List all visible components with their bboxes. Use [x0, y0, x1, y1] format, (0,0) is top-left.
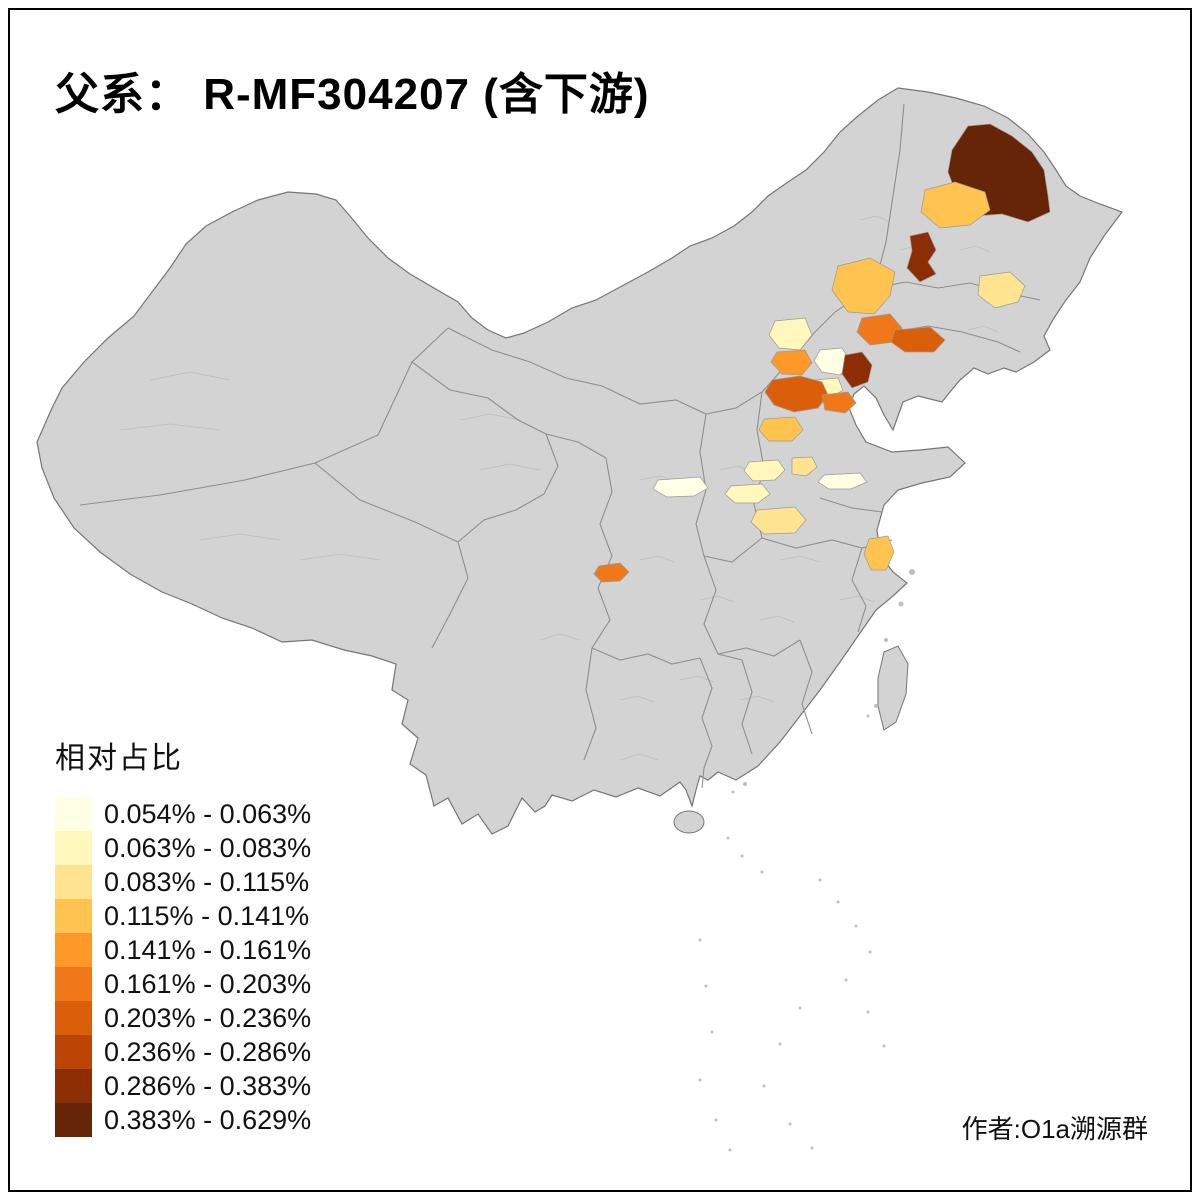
legend-bin-label: 0.063% - 0.083% [104, 832, 312, 863]
islet [810, 1146, 814, 1150]
legend-color-swatch [55, 1001, 92, 1035]
legend-color-swatch [55, 1069, 92, 1103]
islet [778, 1042, 782, 1046]
islet [884, 638, 888, 642]
map-region [863, 535, 895, 571]
map-region [841, 351, 873, 389]
legend-row: 0.236% - 0.286% [55, 1035, 311, 1069]
legend-bin-label: 0.141% - 0.161% [104, 934, 312, 965]
legend-color-swatch [55, 933, 92, 967]
map-region [768, 317, 813, 351]
islet [760, 870, 764, 874]
islet [882, 1044, 886, 1048]
islet [698, 938, 702, 942]
islet [743, 782, 747, 786]
legend-row: 0.286% - 0.383% [55, 1069, 311, 1103]
legend-bin-label: 0.083% - 0.115% [104, 866, 310, 897]
map-region [920, 181, 991, 229]
islet [854, 924, 858, 928]
legend-color-swatch [55, 1103, 92, 1137]
islet [698, 1078, 702, 1082]
map-region [750, 506, 807, 535]
legend-bin-label: 0.115% - 0.141% [104, 900, 310, 931]
legend-color-swatch [55, 831, 92, 865]
legend-bin-label: 0.236% - 0.286% [104, 1036, 312, 1067]
islet [874, 704, 878, 708]
legend-row: 0.383% - 0.629% [55, 1103, 311, 1137]
legend-row: 0.141% - 0.161% [55, 933, 311, 967]
map-region [743, 459, 786, 482]
map-region [831, 257, 896, 315]
highlighted-regions [593, 123, 1051, 583]
islet [866, 1010, 870, 1014]
legend-row: 0.083% - 0.115% [55, 865, 311, 899]
islet [898, 601, 904, 607]
islet [818, 878, 822, 882]
legend-bin-label: 0.161% - 0.203% [104, 968, 312, 999]
legend-row: 0.054% - 0.063% [55, 797, 311, 831]
islet [714, 1118, 718, 1122]
islet [868, 950, 872, 954]
islands [673, 645, 909, 834]
islet [788, 1122, 792, 1126]
islet [710, 1030, 714, 1034]
islet [798, 1006, 802, 1010]
legend-color-swatch [55, 967, 92, 1001]
map-region [906, 231, 937, 283]
islet [740, 854, 744, 858]
province-borders [79, 103, 1041, 789]
map-region [791, 456, 818, 477]
legend-title: 相对占比 [55, 742, 183, 775]
legend-bin-label: 0.383% - 0.629% [104, 1104, 312, 1135]
province-boundary-lines [79, 103, 1041, 789]
legend-rows: 0.054% - 0.063% 0.063% - 0.083% 0.083% - 0… [55, 797, 311, 1137]
map-region [724, 483, 771, 504]
map-region [813, 347, 852, 376]
islet [731, 790, 735, 794]
legend-row: 0.115% - 0.141% [55, 899, 311, 933]
map-region [977, 271, 1026, 309]
map-title: 父系： R-MF304207 (含下游) [55, 70, 650, 119]
legend-row: 0.063% - 0.083% [55, 831, 311, 865]
islet [726, 836, 730, 840]
legend-row: 0.203% - 0.236% [55, 1001, 311, 1035]
islet [762, 1084, 766, 1088]
map-region [770, 349, 813, 376]
legend-bin-label: 0.054% - 0.063% [104, 798, 312, 829]
hainan-island [673, 810, 705, 834]
map-region [758, 416, 804, 442]
legend-bin-label: 0.203% - 0.236% [104, 1002, 312, 1033]
map-region [821, 391, 857, 414]
islet [844, 978, 848, 982]
islet [728, 1148, 732, 1152]
map-region [652, 476, 709, 498]
legend: 相对占比 0.054% - 0.063% 0.063% - 0.083% 0.083… [55, 733, 311, 1137]
legend-bin-label: 0.286% - 0.383% [104, 1070, 312, 1101]
legend-color-swatch [55, 797, 92, 831]
map-region [817, 472, 868, 490]
author-credit: 作者:O1a溯源群 [961, 1114, 1148, 1144]
legend-color-swatch [55, 1035, 92, 1069]
islet [866, 714, 870, 718]
map-region [764, 375, 829, 413]
islets [698, 569, 915, 1152]
legend-color-swatch [55, 899, 92, 933]
legend-row: 0.161% - 0.203% [55, 967, 311, 1001]
taiwan-island [877, 645, 909, 731]
map-region [593, 562, 630, 583]
map-region [890, 326, 946, 353]
islet [704, 984, 708, 988]
islet [836, 900, 840, 904]
legend-color-swatch [55, 865, 92, 899]
islet [909, 569, 915, 575]
